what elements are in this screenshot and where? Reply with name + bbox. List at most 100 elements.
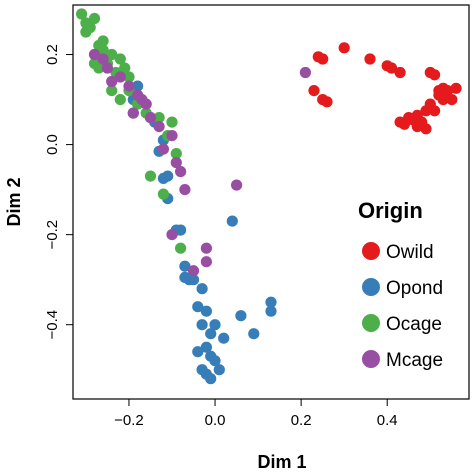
plot-frame <box>72 4 470 400</box>
point-ocage-14 <box>106 85 118 97</box>
y-tick-label-0: −0.4 <box>44 310 61 340</box>
point-opond-16 <box>196 319 208 331</box>
point-opond-6 <box>157 172 169 184</box>
point-opond-27 <box>205 373 217 385</box>
point-opond-34 <box>132 80 144 92</box>
point-opond-28 <box>235 310 247 322</box>
point-mcage-16 <box>179 184 191 196</box>
point-ocage-16 <box>114 94 126 106</box>
point-owild-16 <box>450 82 462 94</box>
point-owild-5 <box>385 62 398 74</box>
point-mcage-18 <box>200 256 212 268</box>
legend-label-owild: Owild <box>386 242 434 263</box>
point-owild-18 <box>446 94 458 106</box>
point-owild-0 <box>338 42 350 54</box>
point-opond-20 <box>200 341 212 353</box>
point-opond-24 <box>209 355 221 367</box>
point-ocage-24 <box>157 188 169 200</box>
point-mcage-11 <box>153 121 165 133</box>
point-ocage-7 <box>106 48 118 61</box>
point-ocage-13 <box>119 62 131 74</box>
point-ocage-0 <box>76 8 88 20</box>
point-opond-30 <box>265 296 277 308</box>
legend-title: Origin <box>358 198 423 223</box>
legend-swatch-owild <box>362 242 380 260</box>
point-ocage-8 <box>114 53 126 65</box>
legend-label-opond: Opond <box>386 278 443 299</box>
point-opond-11 <box>179 271 191 283</box>
point-opond-25 <box>213 364 225 376</box>
point-ocage-25 <box>175 242 187 254</box>
point-opond-18 <box>209 319 221 331</box>
x-tick-label-2: 0.2 <box>291 412 312 429</box>
legend-swatch-mcage <box>362 350 380 368</box>
point-mcage-0 <box>88 48 101 61</box>
point-owild-29 <box>420 123 432 135</box>
legend: Origin Owild Opond Ocage Mcage <box>358 198 443 371</box>
point-mcage-15 <box>175 166 187 178</box>
point-opond-21 <box>192 346 204 358</box>
point-mcage-5 <box>123 80 135 92</box>
point-mcage-22 <box>166 229 178 241</box>
point-owild-7 <box>308 85 320 97</box>
point-ocage-3 <box>88 12 101 25</box>
point-mcage-20 <box>299 66 311 79</box>
x-tick-label-1: 0.0 <box>205 412 226 429</box>
y-tick-label-2: 0.0 <box>44 134 61 155</box>
y-tick-label-3: 0.2 <box>44 44 61 65</box>
point-ocage-11 <box>93 62 105 74</box>
point-ocage-22 <box>170 148 182 160</box>
point-ocage-4 <box>80 26 92 38</box>
point-owild-21 <box>420 105 432 117</box>
y-axis-title: Dim 2 <box>4 177 24 226</box>
point-opond-12 <box>187 274 200 286</box>
point-owild-2 <box>317 53 329 65</box>
point-opond-13 <box>196 283 208 295</box>
point-ocage-26 <box>123 71 135 83</box>
point-owild-6 <box>394 66 406 79</box>
point-opond-19 <box>218 332 230 344</box>
point-mcage-12 <box>166 130 178 142</box>
point-opond-14 <box>192 301 204 313</box>
point-ocage-23 <box>144 170 157 182</box>
point-owild-9 <box>321 96 333 108</box>
point-mcage-10 <box>136 94 148 106</box>
point-owild-27 <box>394 116 406 128</box>
y-axis: −0.4 −0.2 0.0 0.2 <box>44 44 73 340</box>
point-mcage-21 <box>200 242 212 254</box>
point-mcage-4 <box>106 75 118 88</box>
point-opond-15 <box>200 305 212 317</box>
point-mcage-17 <box>187 265 200 277</box>
legend-swatch-ocage <box>362 314 380 332</box>
legend-label-mcage: Mcage <box>386 350 443 371</box>
point-owild-17 <box>437 94 449 106</box>
point-opond-32 <box>226 215 238 227</box>
point-mcage-1 <box>97 53 109 65</box>
legend-label-ocage: Ocage <box>386 314 442 335</box>
point-opond-9 <box>179 260 191 272</box>
point-ocage-19 <box>153 112 165 124</box>
x-axis: −0.2 0.0 0.2 0.4 <box>114 399 398 429</box>
point-owild-28 <box>411 121 423 133</box>
x-axis-title: Dim 1 <box>257 452 306 472</box>
data-points <box>76 8 462 385</box>
legend-swatch-opond <box>362 278 380 296</box>
point-owild-3 <box>364 53 376 65</box>
point-mcage-8 <box>127 107 139 119</box>
point-opond-29 <box>248 328 260 340</box>
y-tick-label-1: −0.2 <box>44 220 61 250</box>
x-tick-label-0: −0.2 <box>114 412 144 429</box>
point-mcage-14 <box>170 157 182 169</box>
point-mcage-2 <box>101 62 113 74</box>
point-mcage-9 <box>144 112 157 124</box>
point-ocage-6 <box>97 44 109 56</box>
point-mcage-3 <box>114 71 126 83</box>
point-ocage-20 <box>166 116 178 128</box>
point-ocage-27 <box>97 35 109 47</box>
point-owild-20 <box>429 105 441 117</box>
point-owild-14 <box>441 85 454 97</box>
point-opond-31 <box>265 305 277 317</box>
point-owild-11 <box>429 69 441 81</box>
